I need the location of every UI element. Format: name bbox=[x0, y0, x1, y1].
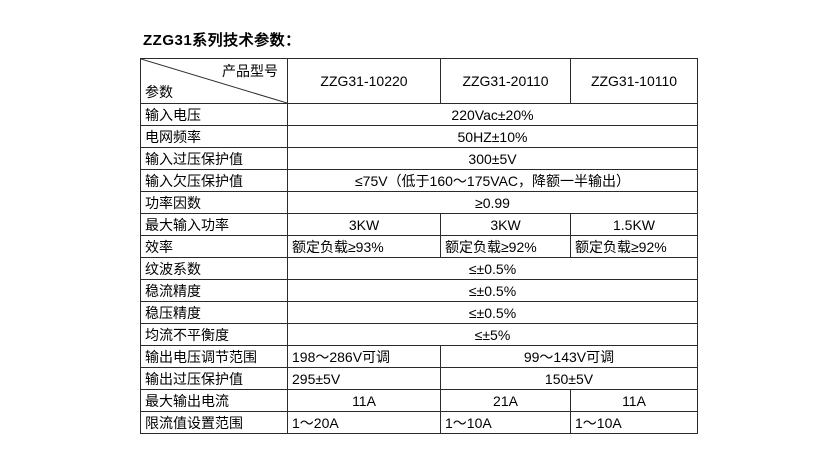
table-row: 限流值设置范围 1～20A 1～10A 1～10A bbox=[140, 411, 698, 434]
table-row: 输入欠压保护值 ≤75V（低于160～175VAC，降额一半输出） bbox=[140, 169, 698, 192]
row-value: 3KW bbox=[440, 213, 571, 236]
row-label: 效率 bbox=[140, 235, 288, 258]
table-row: 电网频率 50HZ±10% bbox=[140, 125, 698, 148]
row-label: 输入电压 bbox=[140, 103, 288, 126]
row-label: 输出过压保护值 bbox=[140, 367, 288, 390]
row-value: 1～20A bbox=[287, 411, 441, 434]
table-row: 最大输出电流 11A 21A 11A bbox=[140, 389, 698, 412]
row-value: 295±5V bbox=[287, 367, 441, 390]
row-value: 50HZ±10% bbox=[287, 125, 698, 148]
row-value: 额定负载≥92% bbox=[570, 235, 698, 258]
row-value: 1～10A bbox=[570, 411, 698, 434]
table-row: 稳流精度 ≤±0.5% bbox=[140, 279, 698, 302]
table-row: 效率 额定负载≥93% 额定负载≥92% 额定负载≥92% bbox=[140, 235, 698, 258]
row-label: 输入过压保护值 bbox=[140, 147, 288, 170]
table-row: 均流不平衡度 ≤±5% bbox=[140, 323, 698, 346]
spec-table: 产品型号 参数 ZZG31-10220 ZZG31-20110 ZZG31-10… bbox=[140, 58, 698, 434]
row-value: 额定负载≥92% bbox=[440, 235, 571, 258]
row-value: 220Vac±20% bbox=[287, 103, 698, 126]
column-header-model-2: ZZG31-20110 bbox=[440, 58, 571, 104]
row-value: ≤±0.5% bbox=[287, 279, 698, 302]
row-label: 输入欠压保护值 bbox=[140, 169, 288, 192]
table-row: 最大输入功率 3KW 3KW 1.5KW bbox=[140, 213, 698, 236]
row-label: 稳流精度 bbox=[140, 279, 288, 302]
table-row: 输入电压 220Vac±20% bbox=[140, 103, 698, 126]
row-value: ≤75V（低于160～175VAC，降额一半输出） bbox=[287, 169, 698, 192]
row-label: 均流不平衡度 bbox=[140, 323, 288, 346]
row-value: 300±5V bbox=[287, 147, 698, 170]
column-header-model-3: ZZG31-10110 bbox=[570, 58, 698, 104]
corner-cell: 产品型号 参数 bbox=[140, 58, 288, 104]
table-row: 输出电压调节范围 198～286V可调 99～143V可调 bbox=[140, 345, 698, 368]
row-value: 99～143V可调 bbox=[440, 345, 698, 368]
table-row: 输出过压保护值 295±5V 150±5V bbox=[140, 367, 698, 390]
row-value: ≤±5% bbox=[287, 323, 698, 346]
row-value: ≤±0.5% bbox=[287, 301, 698, 324]
table-header-row: 产品型号 参数 ZZG31-10220 ZZG31-20110 ZZG31-10… bbox=[140, 58, 698, 104]
row-label: 纹波系数 bbox=[140, 257, 288, 280]
row-value: 1～10A bbox=[440, 411, 571, 434]
row-value: ≤±0.5% bbox=[287, 257, 698, 280]
row-value: 21A bbox=[440, 389, 571, 412]
row-label: 电网频率 bbox=[140, 125, 288, 148]
table-row: 纹波系数 ≤±0.5% bbox=[140, 257, 698, 280]
diagonal-divider-line bbox=[141, 59, 287, 103]
row-label: 最大输出电流 bbox=[140, 389, 288, 412]
row-value: 3KW bbox=[287, 213, 441, 236]
page-title: ZZG31系列技术参数： bbox=[143, 32, 301, 49]
table-row: 功率因数 ≥0.99 bbox=[140, 191, 698, 214]
corner-label-product-model: 产品型号 bbox=[222, 63, 278, 79]
row-value: 150±5V bbox=[440, 367, 698, 390]
row-value: 11A bbox=[570, 389, 698, 412]
row-label: 限流值设置范围 bbox=[140, 411, 288, 434]
corner-label-parameter: 参数 bbox=[145, 84, 173, 100]
row-value: 198～286V可调 bbox=[287, 345, 441, 368]
row-label: 最大输入功率 bbox=[140, 213, 288, 236]
row-value: 额定负载≥93% bbox=[287, 235, 441, 258]
row-value: 1.5KW bbox=[570, 213, 698, 236]
column-header-model-1: ZZG31-10220 bbox=[287, 58, 441, 104]
table-row: 输入过压保护值 300±5V bbox=[140, 147, 698, 170]
row-value: ≥0.99 bbox=[287, 191, 698, 214]
row-label: 稳压精度 bbox=[140, 301, 288, 324]
row-label: 输出电压调节范围 bbox=[140, 345, 288, 368]
table-row: 稳压精度 ≤±0.5% bbox=[140, 301, 698, 324]
row-value: 11A bbox=[287, 389, 441, 412]
row-label: 功率因数 bbox=[140, 191, 288, 214]
